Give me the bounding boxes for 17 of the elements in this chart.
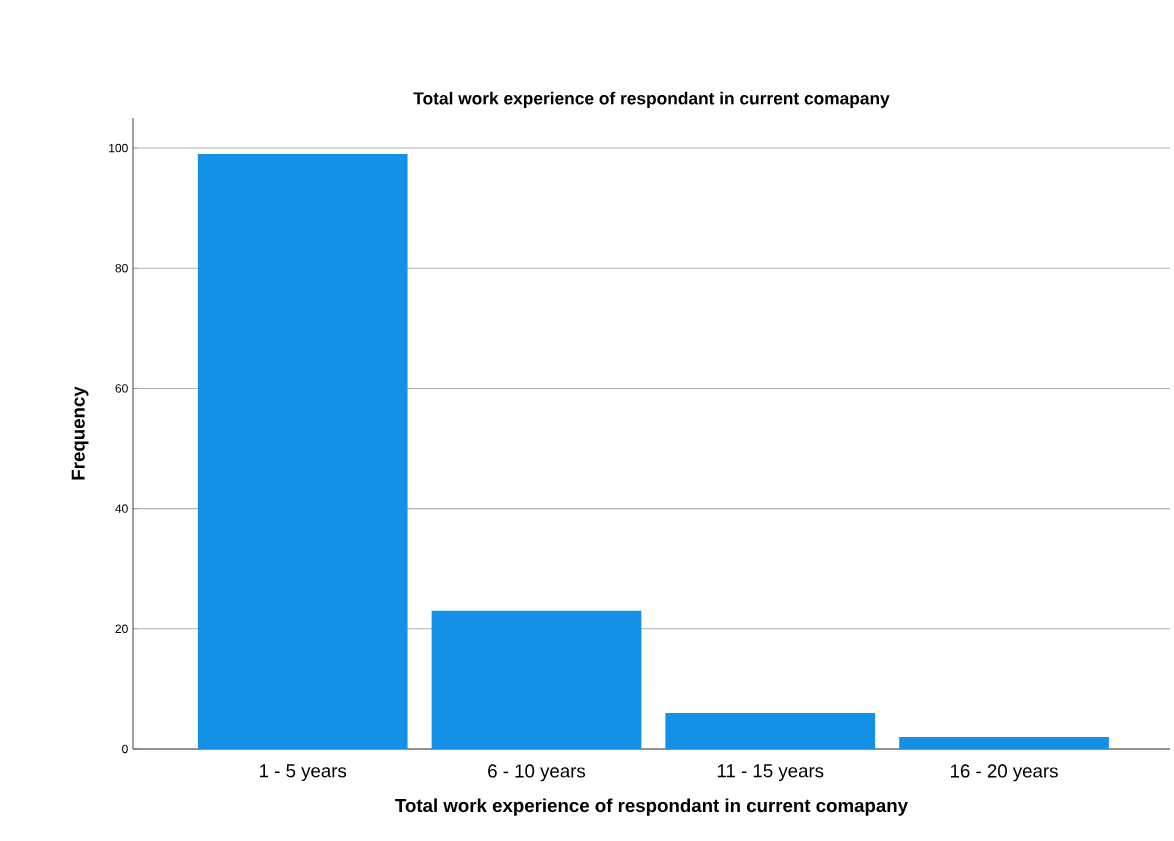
chart-title: Total work experience of respondant in current comapany: [413, 91, 890, 108]
y-axis-title: Frequency: [71, 386, 89, 480]
bar: [431, 610, 642, 749]
y-tick-label: 40: [115, 504, 128, 513]
y-tick-label: 20: [115, 624, 128, 634]
bar: [665, 712, 876, 749]
bar: [197, 154, 408, 749]
y-tick-label: 100: [109, 143, 128, 153]
y-tick-label: 0: [122, 744, 128, 754]
x-tick-label: 6 - 10 years: [488, 764, 586, 782]
x-axis-title: Total work experience of respondant in current comapany: [395, 798, 908, 816]
x-tick-label: 11 - 15 years: [717, 764, 824, 782]
y-tick-label: 60: [115, 384, 128, 393]
x-tick-label: 16 - 20 years: [950, 764, 1058, 782]
bar: [899, 736, 1109, 749]
x-tick-label: 1 - 5 years: [260, 764, 347, 782]
y-tick-label: 80: [115, 263, 128, 273]
